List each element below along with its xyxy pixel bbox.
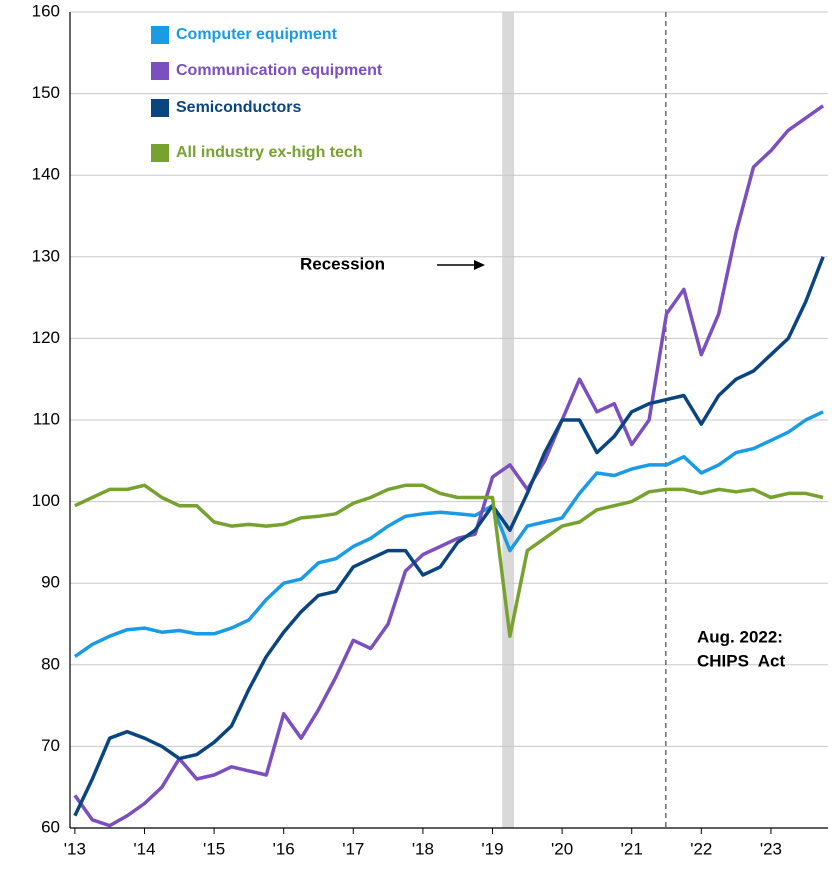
arrow-head xyxy=(474,260,485,270)
annotation: Recession xyxy=(300,254,385,273)
series-line xyxy=(73,104,825,828)
legend-swatch xyxy=(151,26,169,44)
y-tick-label: 90 xyxy=(41,573,60,592)
series-line xyxy=(73,256,825,817)
y-tick-label: 120 xyxy=(32,328,60,347)
y-tick-label: 150 xyxy=(32,83,60,102)
series-line xyxy=(73,410,824,659)
y-tick-label: 80 xyxy=(41,654,60,673)
x-tick-label: '15 xyxy=(203,839,225,858)
annotation: Aug. 2022: xyxy=(697,627,783,646)
series-line xyxy=(74,483,824,638)
y-tick-label: 140 xyxy=(32,165,60,184)
legend-label: Semiconductors xyxy=(176,99,301,116)
x-tick-label: '21 xyxy=(621,839,643,858)
annotation: CHIPS Act xyxy=(697,651,786,670)
x-tick-label: '19 xyxy=(481,839,503,858)
x-tick-label: '13 xyxy=(64,839,86,858)
legend-label: Computer equipment xyxy=(176,26,338,43)
x-tick-label: '16 xyxy=(273,839,295,858)
y-tick-label: 110 xyxy=(33,409,60,428)
y-tick-label: 160 xyxy=(32,1,60,20)
y-tick-label: 60 xyxy=(41,817,60,836)
x-tick-label: '20 xyxy=(551,839,573,858)
legend-swatch xyxy=(151,144,169,162)
x-tick-label: '18 xyxy=(412,839,434,858)
legend-swatch xyxy=(151,62,169,80)
y-tick-label: 100 xyxy=(32,491,60,510)
x-tick-label: '22 xyxy=(690,839,712,858)
y-tick-label: 70 xyxy=(41,736,60,755)
x-tick-label: '17 xyxy=(342,839,364,858)
legend-label: Communication equipment xyxy=(176,62,383,79)
x-tick-label: '23 xyxy=(760,839,782,858)
legend-label: All industry ex-high tech xyxy=(176,144,363,161)
y-tick-label: 130 xyxy=(32,246,60,265)
legend-swatch xyxy=(151,99,169,117)
x-tick-label: '14 xyxy=(133,839,155,858)
